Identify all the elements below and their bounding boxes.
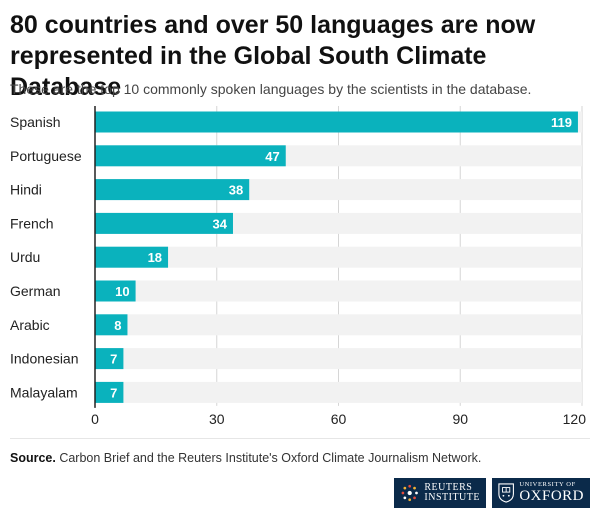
bar bbox=[95, 280, 136, 302]
reuters-line1: REUTERS bbox=[424, 482, 473, 493]
bar bbox=[95, 145, 286, 167]
crest-icon bbox=[498, 483, 514, 503]
reuters-institute-logo: REUTERS INSTITUTE bbox=[394, 478, 486, 508]
bar-track bbox=[95, 348, 582, 370]
data-label: 8 bbox=[114, 318, 121, 333]
x-tick-label: 0 bbox=[91, 411, 99, 427]
reuters-line2: INSTITUTE bbox=[424, 492, 480, 503]
source-text: Carbon Brief and the Reuters Institute's… bbox=[55, 451, 482, 465]
category-label: Indonesian bbox=[10, 351, 79, 367]
category-label: French bbox=[10, 215, 54, 231]
bar-track bbox=[95, 381, 582, 403]
x-tick-label: 120 bbox=[563, 411, 587, 427]
oxford-line1: UNIVERSITY OF bbox=[519, 480, 576, 488]
chart-subtitle: These are the top 10 commonly spoken lan… bbox=[10, 81, 532, 97]
footer-divider bbox=[10, 438, 590, 439]
chart-title: 80 countries and over 50 languages are n… bbox=[10, 11, 536, 101]
source-label: Source. bbox=[10, 451, 56, 465]
category-label: Hindi bbox=[10, 182, 42, 198]
bar bbox=[95, 212, 233, 234]
bar-track bbox=[95, 280, 582, 302]
category-label: German bbox=[10, 283, 61, 299]
x-tick-label: 60 bbox=[331, 411, 347, 427]
data-label: 7 bbox=[110, 352, 117, 367]
bar bbox=[95, 246, 169, 268]
x-tick-label: 90 bbox=[452, 411, 468, 427]
category-label: Spanish bbox=[10, 114, 61, 130]
globe-icon bbox=[401, 484, 418, 502]
bar bbox=[95, 348, 124, 370]
bars bbox=[95, 111, 578, 403]
category-label: Malayalam bbox=[10, 384, 78, 400]
bar bbox=[95, 179, 250, 201]
data-label: 38 bbox=[229, 183, 243, 198]
bar bbox=[95, 314, 128, 336]
category-label: Urdu bbox=[10, 249, 40, 265]
oxford-line2: OXFORD bbox=[519, 488, 584, 505]
source-note: Source. Carbon Brief and the Reuters Ins… bbox=[10, 450, 481, 466]
x-axis-ticks: 0 30 60 90 120 bbox=[91, 411, 586, 427]
x-tick-label: 30 bbox=[209, 411, 225, 427]
data-label: 18 bbox=[148, 250, 162, 265]
data-label: 34 bbox=[213, 216, 228, 231]
bar-track bbox=[95, 246, 582, 268]
bar-chart: Spanish Portuguese Hindi French Urdu German Ar… bbox=[10, 106, 586, 427]
value-labels: 119 47 38 34 18 10 8 7 7 bbox=[110, 115, 572, 400]
category-label: Portuguese bbox=[10, 148, 82, 164]
bar bbox=[95, 381, 124, 403]
oxford-university-logo: UNIVERSITY OF OXFORD bbox=[492, 478, 590, 508]
bar-track bbox=[95, 314, 582, 336]
category-label: Arabic bbox=[10, 317, 50, 333]
data-label: 47 bbox=[265, 149, 279, 164]
bar bbox=[95, 111, 578, 133]
data-label: 10 bbox=[115, 284, 129, 299]
data-label: 7 bbox=[110, 385, 117, 400]
category-labels: Spanish Portuguese Hindi French Urdu German Ar… bbox=[10, 114, 82, 400]
data-label: 119 bbox=[551, 115, 572, 130]
